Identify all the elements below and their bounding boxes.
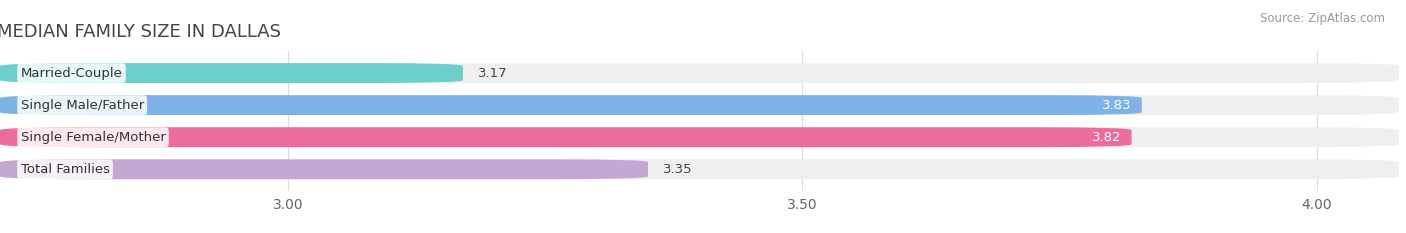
- Text: 3.17: 3.17: [478, 67, 508, 79]
- FancyBboxPatch shape: [0, 95, 1399, 115]
- Text: Total Families: Total Families: [21, 163, 110, 176]
- FancyBboxPatch shape: [0, 127, 1132, 147]
- FancyBboxPatch shape: [0, 159, 1399, 179]
- Text: 3.82: 3.82: [1091, 131, 1121, 144]
- Text: Married-Couple: Married-Couple: [21, 67, 122, 79]
- Text: Source: ZipAtlas.com: Source: ZipAtlas.com: [1260, 12, 1385, 25]
- FancyBboxPatch shape: [0, 127, 1399, 147]
- Text: MEDIAN FAMILY SIZE IN DALLAS: MEDIAN FAMILY SIZE IN DALLAS: [0, 23, 281, 41]
- FancyBboxPatch shape: [0, 159, 648, 179]
- Text: 3.35: 3.35: [664, 163, 693, 176]
- FancyBboxPatch shape: [0, 63, 1399, 83]
- Text: 3.83: 3.83: [1102, 99, 1132, 112]
- FancyBboxPatch shape: [0, 63, 463, 83]
- Text: Single Male/Father: Single Male/Father: [21, 99, 143, 112]
- Text: Single Female/Mother: Single Female/Mother: [21, 131, 166, 144]
- FancyBboxPatch shape: [0, 95, 1142, 115]
